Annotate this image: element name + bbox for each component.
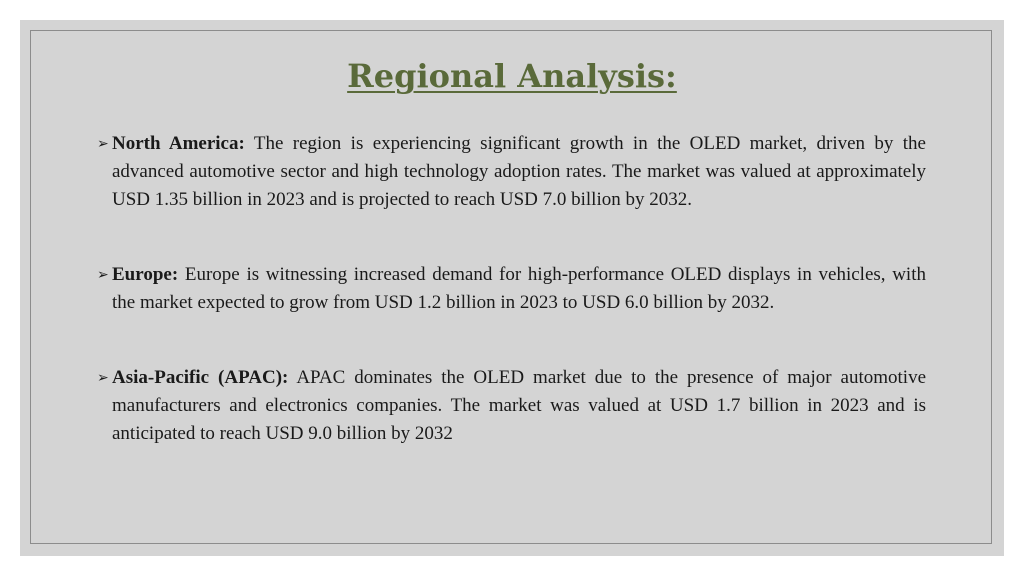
bullet-apac: ➢ Asia-Pacific (APAC): APAC dominates th… bbox=[97, 364, 927, 448]
slide-title: Regional Analysis: bbox=[347, 57, 677, 95]
bullet-text-north-america: The region is experiencing significant g… bbox=[112, 133, 926, 210]
arrow-bullet-icon: ➢ bbox=[97, 136, 109, 152]
slide-frame bbox=[30, 30, 992, 544]
bullet-text-europe: Europe is witnessing increased demand fo… bbox=[112, 264, 926, 313]
arrow-bullet-icon: ➢ bbox=[97, 267, 109, 283]
bullet-text-apac: APAC dominates the OLED market due to th… bbox=[112, 367, 927, 444]
bullet-list: ➢ North America: The region is experienc… bbox=[97, 130, 927, 448]
arrow-bullet-icon: ➢ bbox=[97, 370, 109, 386]
bullet-europe: ➢ Europe: Europe is witnessing increased… bbox=[97, 261, 926, 317]
bullet-label-north-america: North America: bbox=[112, 133, 245, 154]
bullet-label-apac: Asia-Pacific (APAC): bbox=[112, 367, 289, 388]
slide: Regional Analysis: ➢ North America: The … bbox=[20, 20, 1004, 556]
bullet-label-europe: Europe: bbox=[112, 264, 179, 285]
bullet-north-america: ➢ North America: The region is experienc… bbox=[97, 130, 926, 214]
